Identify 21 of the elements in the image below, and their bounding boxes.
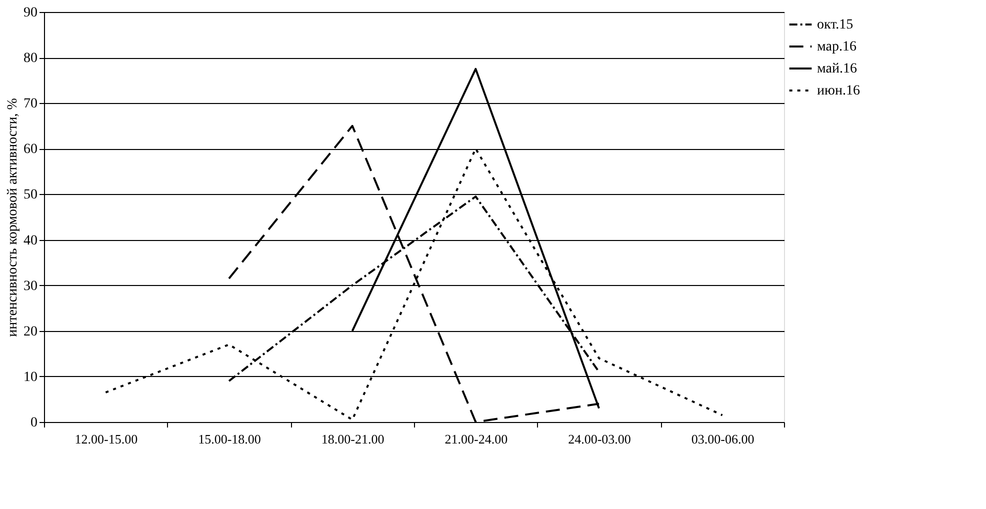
legend-label: июн.16 bbox=[817, 84, 860, 98]
y-tick-label: 70 bbox=[24, 96, 38, 112]
y-tick-label: 50 bbox=[24, 188, 38, 203]
x-tick-label: 03.00-06.00 bbox=[691, 432, 754, 446]
y-axis-title: интенсивность кормовой активности, % bbox=[6, 98, 20, 337]
legend-label: мар.16 bbox=[817, 40, 856, 54]
legend-label: май.16 bbox=[817, 62, 857, 76]
x-tick-label: 21.00-24.00 bbox=[444, 432, 508, 446]
y-tick-label: 20 bbox=[24, 324, 38, 340]
y-tick-label: 60 bbox=[24, 142, 38, 158]
x-tick-label: 18.00-21.00 bbox=[321, 432, 384, 446]
y-tick-label: 80 bbox=[24, 51, 38, 66]
y-tick-label: 40 bbox=[24, 233, 38, 248]
x-tick-label: 15.00-18.00 bbox=[198, 432, 261, 446]
legend-label: окт.15 bbox=[817, 18, 854, 32]
x-tick-label: 12.00-15.00 bbox=[74, 432, 138, 446]
y-tick-label: 10 bbox=[24, 370, 38, 385]
x-tick-label: 24.00-03.00 bbox=[568, 432, 631, 446]
y-tick-label: 30 bbox=[24, 278, 38, 294]
y-tick-label: 90 bbox=[24, 6, 38, 20]
y-tick-label: 0 bbox=[30, 416, 38, 430]
